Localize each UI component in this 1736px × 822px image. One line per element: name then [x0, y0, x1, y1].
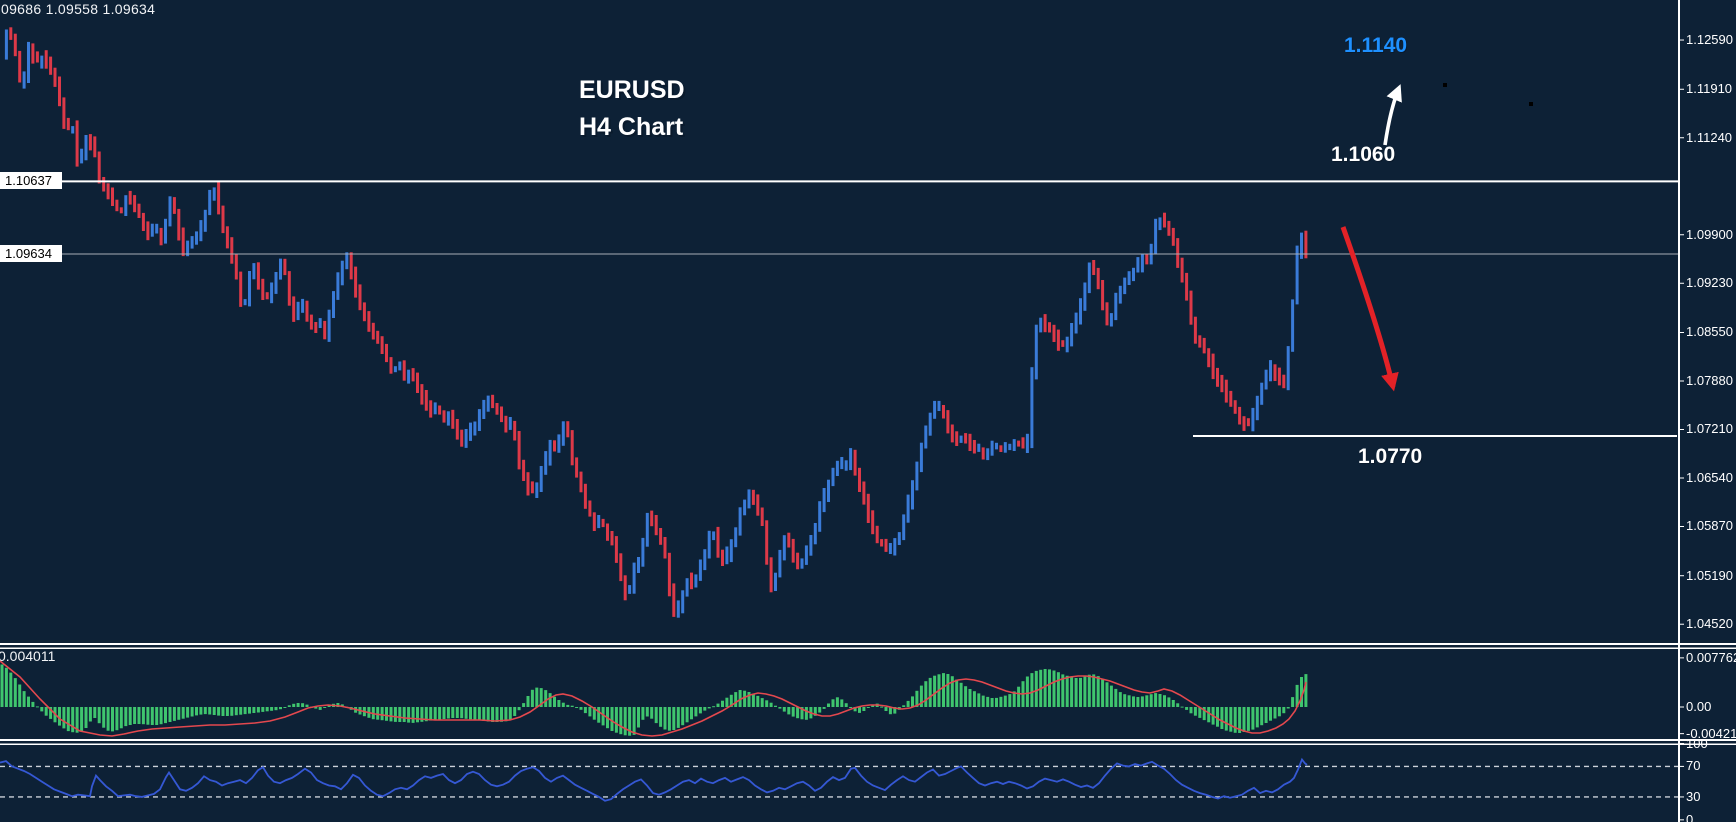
price-tick-label: 1.11240	[1686, 129, 1733, 145]
chart-object-dot	[1443, 83, 1447, 87]
price-tick-label: 1.09230	[1686, 275, 1733, 291]
macd-scale-label: -0.00421	[1686, 725, 1736, 741]
price-tick-label: 1.04520	[1686, 616, 1733, 632]
chart-object-dot	[1529, 102, 1533, 106]
oscillator-line-series	[0, 757, 1678, 802]
price-tick-label: 1.05190	[1686, 567, 1733, 583]
price-tick-label: 1.09900	[1686, 226, 1733, 242]
price-tick-label: 1.08550	[1686, 324, 1733, 340]
target-price-annotation: 1.1140	[1344, 34, 1408, 57]
price-tag: 1.10637	[0, 172, 62, 190]
oscillator-scale-label: 30	[1686, 788, 1701, 804]
price-tag: 1.09634	[0, 245, 62, 263]
horizontal-level-lines	[0, 180, 1678, 437]
macd-histogram-series	[0, 660, 1308, 737]
price-tick-label: 1.12590	[1686, 32, 1733, 48]
up-arrow	[1383, 84, 1402, 146]
oscillator-scale-label: 0	[1686, 811, 1694, 822]
price-tick-label: 1.07210	[1686, 421, 1733, 437]
symbol-label: EURUSD	[579, 76, 685, 104]
support-price-annotation: 1.0770	[1358, 445, 1423, 468]
macd-current-value: 0.004011	[0, 648, 56, 664]
price-tick-label: 1.05870	[1686, 518, 1733, 534]
resistance-price-annotation: 1.1060	[1331, 143, 1396, 166]
candlestick-series	[4, 27, 1308, 618]
oscillator-scale-label: 100	[1686, 735, 1708, 751]
macd-scale-label: 0.007762	[1686, 649, 1736, 665]
price-tick-label: 1.11910	[1686, 81, 1733, 97]
chart-title: EURUSD H4 Chart	[579, 72, 685, 146]
price-tick-label: 1.07880	[1686, 372, 1733, 388]
down-arrow	[1340, 226, 1399, 392]
timeframe-label: H4 Chart	[579, 113, 684, 141]
macd-scale-label: 0.00	[1686, 699, 1712, 714]
price-tick-label: 1.06540	[1686, 469, 1733, 485]
oscillator-scale-label: 70	[1686, 758, 1701, 774]
ohlc-readout: 09686 1.09558 1.09634	[1, 1, 156, 17]
